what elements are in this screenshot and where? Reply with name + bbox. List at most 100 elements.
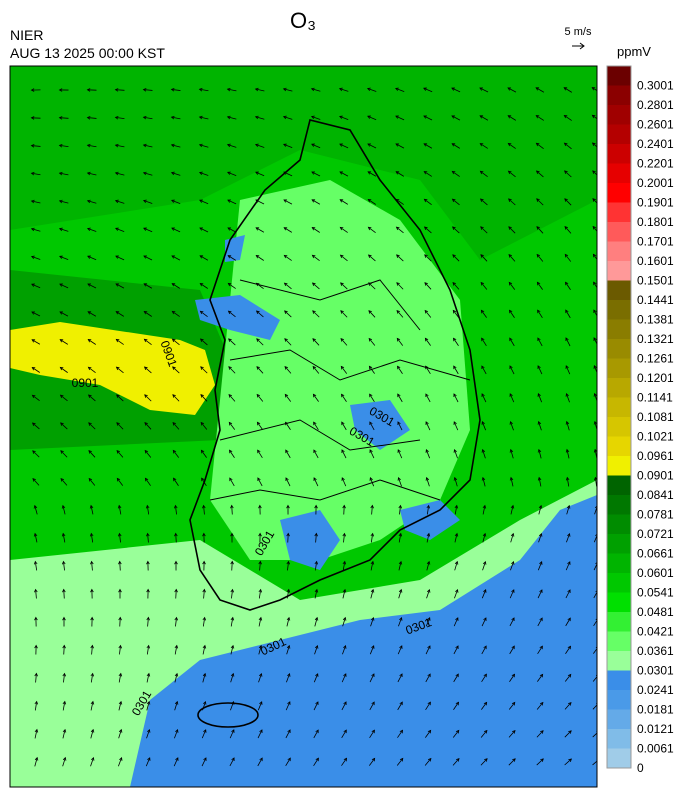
wind-arrow [116,394,124,402]
wind-arrowhead [174,644,179,649]
wind-arrowhead [536,198,540,202]
wind-arrow [119,645,121,655]
colorbar-label: 0.2001 [637,176,674,190]
wind-arrow [508,226,516,234]
wind-arrow [286,673,290,683]
colorbar-segment [607,241,631,262]
wind-arrowhead [313,449,317,454]
wind-arrowhead [451,170,456,175]
colorbar-segment [607,261,631,281]
wind-arrow [32,422,40,430]
wind-arrowhead [88,422,92,426]
wind-arrowhead [146,672,151,677]
wind-arrowhead [58,143,63,148]
wind-arrowhead [203,757,207,761]
wind-arrowhead [116,477,121,482]
wind-arrowhead [172,366,176,370]
wind-arrowhead [202,616,207,621]
wind-arrow [59,117,69,119]
wind-arrow [315,533,317,543]
wind-arrowhead [452,254,456,258]
wind-arrowhead [454,532,459,537]
wind-arrow [566,393,570,403]
wind-arrow [88,366,96,374]
wind-arrowhead [453,393,457,397]
wind-arrow [564,730,572,738]
wind-arrowhead [255,310,260,315]
wind-arrow [90,533,94,543]
wind-arrow [369,477,375,487]
wind-arrowhead [143,227,147,231]
coastline [189,119,481,611]
wind-arrowhead [565,281,569,286]
wind-arrow [88,394,96,402]
colorbar-segment [607,280,631,301]
wind-arrowhead [34,616,38,621]
wind-arrowhead [114,199,119,204]
wind-arrowhead [396,337,401,342]
wind-arrow [479,87,489,93]
wind-arrow [480,730,488,738]
wind-arrow [60,422,68,430]
colorbar-label: 0.2201 [637,157,674,171]
wind-arrowhead [510,504,515,509]
wind-arrowhead [453,365,457,370]
wind-arrowhead [60,422,64,426]
wind-arrow [283,116,293,120]
wind-arrow [284,394,292,402]
wind-arrow [564,170,572,178]
wind-arrowhead [256,421,261,426]
wind-arrow [60,367,68,373]
wind-arrowhead [341,393,345,398]
wind-arrow [313,449,319,459]
wind-arrow [143,200,153,204]
wind-arrow [90,757,94,767]
wind-arrow [256,366,264,374]
north-zone [10,66,597,260]
wind-arrow [536,170,544,178]
wind-arrowhead [593,420,597,425]
wind-arrow [397,366,403,374]
wind-arrowhead [341,477,345,481]
wind-arrowhead [479,170,484,175]
wind-arrowhead [423,226,428,231]
wind-arrowhead [255,255,260,259]
colorbar-segment [607,690,631,710]
wind-arrow [231,561,233,571]
wind-arrow [31,339,41,345]
colorbar-segment [607,144,631,164]
wind-arrow [509,337,515,347]
wind-arrowhead [31,311,35,315]
wind-arrowhead [142,143,147,148]
wind-arrow [312,282,320,290]
wind-arrow [480,254,488,262]
wind-arrowhead [371,673,375,677]
wind-arrow [339,88,349,92]
wind-arrow [371,505,373,515]
wind-arrowhead [314,560,319,565]
wind-arrow [481,673,487,683]
colorbar-label: 0.1141 [637,391,673,405]
wind-arrowhead [592,225,597,230]
wind-arrow [593,309,597,317]
wind-arrowhead [34,672,38,677]
wind-arrow [592,676,597,682]
wind-arrowhead [146,588,150,593]
wind-arrowhead [258,588,263,593]
wind-arrow [398,533,402,543]
wind-arrow [228,283,236,289]
wind-arrow [311,116,321,120]
wind-arrow [116,450,124,458]
wind-arrow [538,533,542,543]
wind-arrowhead [61,560,66,565]
wind-arrowhead [427,701,431,706]
wind-arrow [146,505,150,515]
wind-arrow [368,254,376,262]
wind-arrow [340,254,348,262]
wind-arrowhead [423,87,427,91]
wind-arrowhead [226,87,231,92]
wind-arrow [143,144,153,148]
wind-arrow [509,365,515,375]
wind-arrow [258,673,262,683]
colorbar-label: 0.1081 [637,410,674,424]
